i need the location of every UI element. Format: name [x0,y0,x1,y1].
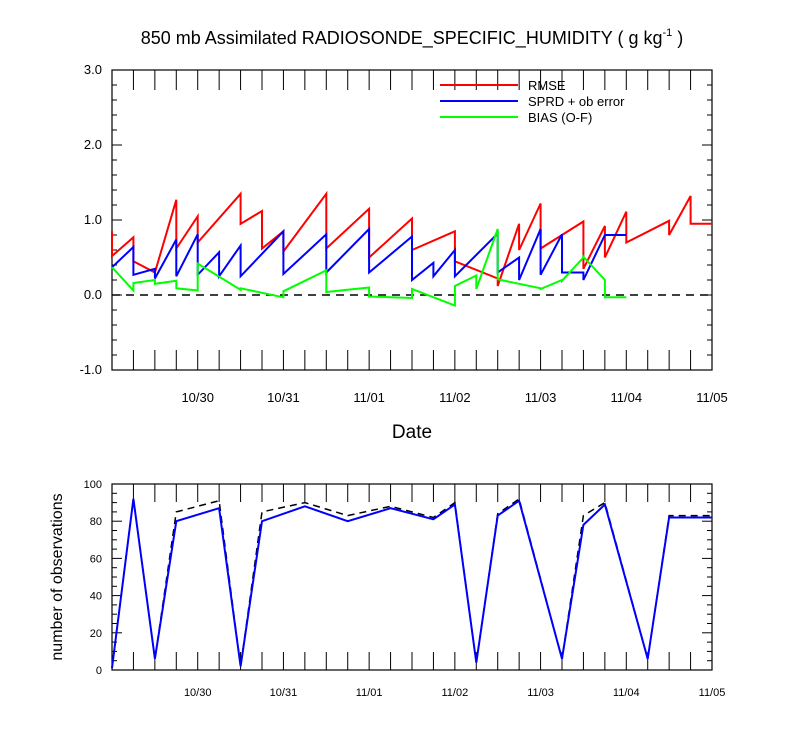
y-tick-label-0-0: 0.0 [84,287,102,302]
x-tick-label-11-02: 11/02 [441,687,468,699]
x-tick-label-10-30: 10/30 [184,687,212,699]
chart-title: 850 mb Assimilated RADIOSONDE_SPECIFIC_H… [141,27,684,49]
legend-label-rmse: RMSE [528,78,566,93]
chart-title-superscript: -1 [663,27,673,39]
y-tick-label-80: 80 [90,516,102,528]
x-tick-label-10-31: 10/31 [267,390,300,405]
x-tick-label-11-01: 11/01 [356,687,383,699]
legend-label-bias-o-f: BIAS (O-F) [528,110,592,125]
x-tick-label-10-30: 10/30 [181,390,214,405]
x-tick-label-11-03: 11/03 [525,390,557,405]
series-line-sprd-ob-error [111,226,627,283]
y-tick-label-0: 0 [96,665,102,677]
top-ticks [111,69,713,371]
y-tick-label-20: 20 [90,628,102,640]
top-chart: 850 mb Assimilated RADIOSONDE_SPECIFIC_H… [80,27,728,443]
bottom-lines [111,497,712,669]
series-line-bias-o-f [111,228,627,307]
x-tick-label-11-04: 11/04 [613,687,640,699]
x-axis-label: Date [392,422,432,443]
x-tick-label-11-03: 11/03 [527,687,554,699]
y-tick-label-1-0: -1.0 [80,362,102,377]
y-tick-label-1-0: 1.0 [84,212,102,227]
top-labels: 10/30 10/31 11/01 11/02 11/03 11/04 11/05 -1.0 0… [80,62,728,405]
y-tick-label-100: 100 [84,479,102,491]
y-tick-label-3-0: 3.0 [84,62,102,77]
x-tick-label-11-04: 11/04 [610,390,642,405]
series-line-assimilated [111,498,712,669]
legend-label-sprd-ob-error: SPRD + ob error [528,94,625,109]
x-tick-label-11-01: 11/01 [353,390,385,405]
y-tick-label-40: 40 [90,591,102,603]
chart-title-end: ) [672,28,683,48]
chart-title-main: 850 mb Assimilated RADIOSONDE_SPECIFIC_H… [141,28,663,49]
bottom-labels: 10/30 10/31 11/01 11/02 11/03 11/04 11/05 0 20 40… [84,479,726,699]
top-lines [111,190,712,307]
x-tick-label-11-02: 11/02 [439,390,471,405]
bottom-chart: 10/30 10/31 11/01 11/02 11/03 11/04 11/05 0 20 40… [49,479,725,699]
series-line-possible [111,497,712,669]
x-tick-label-11-05: 11/05 [699,687,726,699]
x-tick-label-11-05: 11/05 [696,390,728,405]
y-tick-label-2-0: 2.0 [84,137,102,152]
x-tick-label-10-31: 10/31 [270,687,298,699]
y-axis-label: number of observations [49,493,66,660]
y-tick-label-60: 60 [90,553,102,565]
